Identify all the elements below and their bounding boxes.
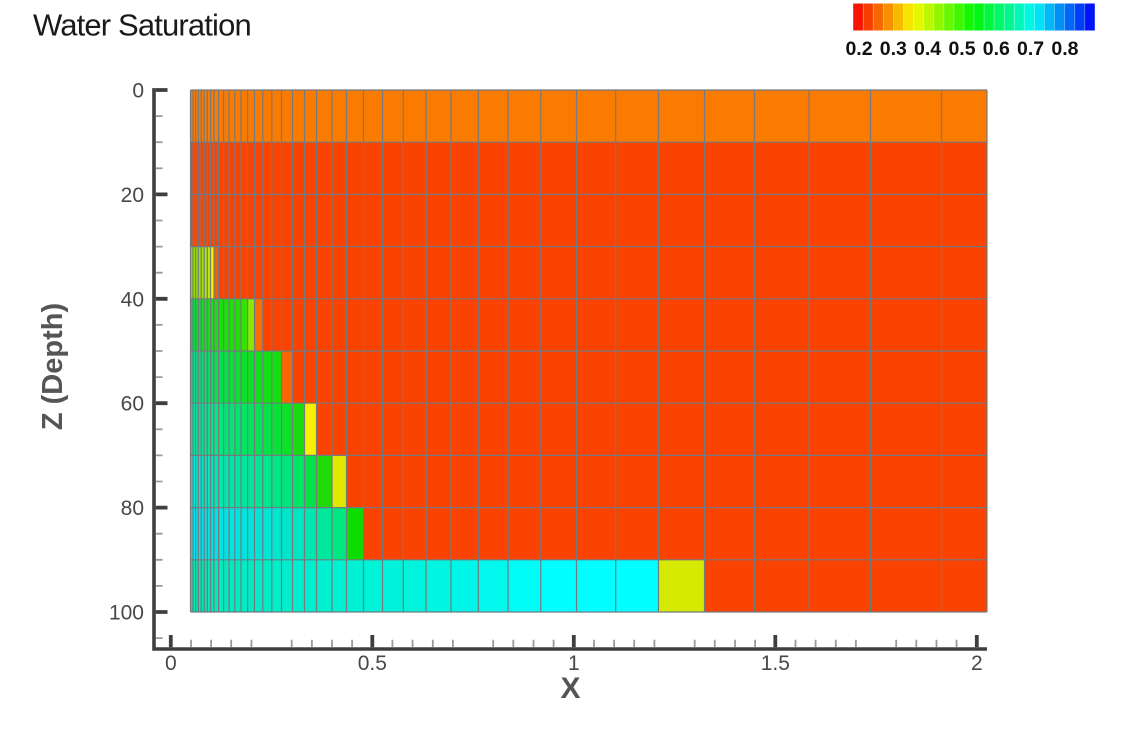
svg-text:2: 2	[971, 652, 983, 675]
svg-text:0.6: 0.6	[983, 38, 1010, 60]
svg-text:60: 60	[121, 393, 144, 416]
svg-text:0.5: 0.5	[358, 652, 387, 675]
svg-text:0.4: 0.4	[914, 38, 941, 60]
svg-text:0: 0	[132, 80, 144, 103]
svg-text:0.7: 0.7	[1017, 38, 1044, 60]
svg-text:0.8: 0.8	[1051, 38, 1078, 60]
svg-text:0: 0	[165, 652, 177, 675]
svg-text:1: 1	[568, 652, 580, 675]
svg-text:20: 20	[121, 184, 144, 207]
svg-text:100: 100	[109, 602, 144, 625]
svg-text:80: 80	[121, 497, 144, 520]
svg-text:Z (Depth): Z (Depth)	[37, 303, 69, 430]
svg-text:Water Saturation: Water Saturation	[33, 8, 251, 43]
svg-text:0.3: 0.3	[880, 38, 907, 60]
svg-text:0.5: 0.5	[948, 38, 975, 60]
svg-text:1.5: 1.5	[761, 652, 790, 675]
svg-text:X: X	[560, 672, 580, 705]
svg-text:0.2: 0.2	[845, 38, 872, 60]
svg-text:40: 40	[121, 288, 144, 311]
